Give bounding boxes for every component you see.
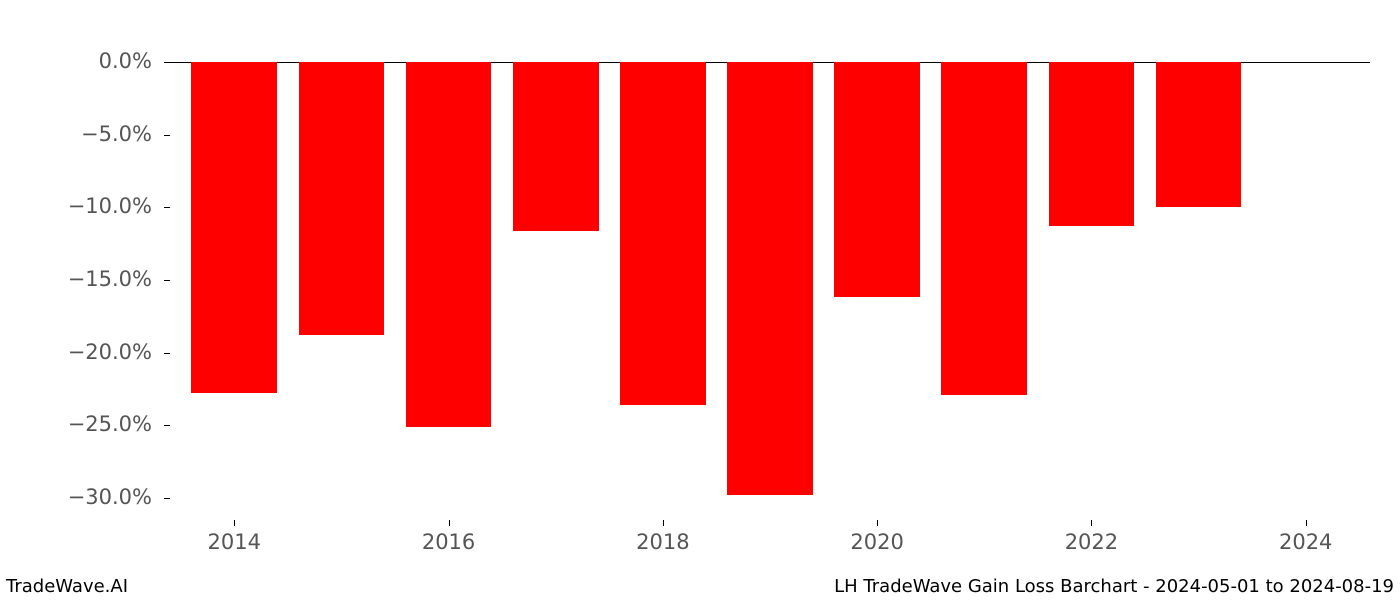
bar-2016 <box>406 62 492 427</box>
y-tick-label: 0.0% <box>99 49 152 73</box>
x-tick-mark <box>234 520 235 526</box>
x-tick-mark <box>449 520 450 526</box>
y-tick-label: −15.0% <box>68 267 152 291</box>
y-tick-label: −30.0% <box>68 485 152 509</box>
x-tick-mark <box>877 520 878 526</box>
bar-2023 <box>1156 62 1242 207</box>
x-tick-label: 2018 <box>636 530 689 554</box>
x-tick-mark <box>663 520 664 526</box>
y-tick-mark <box>164 135 170 136</box>
bar-2020 <box>834 62 920 298</box>
bar-2022 <box>1049 62 1135 226</box>
gain-loss-barchart: 0.0%−5.0%−10.0%−15.0%−20.0%−25.0%−30.0% … <box>0 0 1400 600</box>
bar-2021 <box>941 62 1027 395</box>
bar-2018 <box>620 62 706 405</box>
y-tick-mark <box>164 353 170 354</box>
y-tick-label: −25.0% <box>68 412 152 436</box>
bar-2015 <box>299 62 385 335</box>
x-tick-mark <box>1306 520 1307 526</box>
footer-caption: LH TradeWave Gain Loss Barchart - 2024-0… <box>834 576 1394 597</box>
x-tick-label: 2024 <box>1279 530 1332 554</box>
y-tick-mark <box>164 207 170 208</box>
x-tick-mark <box>1091 520 1092 526</box>
y-tick-label: −10.0% <box>68 194 152 218</box>
x-tick-label: 2020 <box>850 530 903 554</box>
x-tick-label: 2016 <box>422 530 475 554</box>
footer-brand: TradeWave.AI <box>6 576 128 597</box>
y-tick-mark <box>164 280 170 281</box>
y-tick-mark <box>164 498 170 499</box>
x-tick-label: 2014 <box>208 530 261 554</box>
x-tick-label: 2022 <box>1065 530 1118 554</box>
bar-2014 <box>191 62 277 394</box>
y-tick-mark <box>164 62 170 63</box>
y-tick-mark <box>164 425 170 426</box>
bar-2017 <box>513 62 599 231</box>
bar-2019 <box>727 62 813 495</box>
plot-area <box>170 40 1370 520</box>
y-tick-label: −5.0% <box>81 122 152 146</box>
y-tick-label: −20.0% <box>68 340 152 364</box>
